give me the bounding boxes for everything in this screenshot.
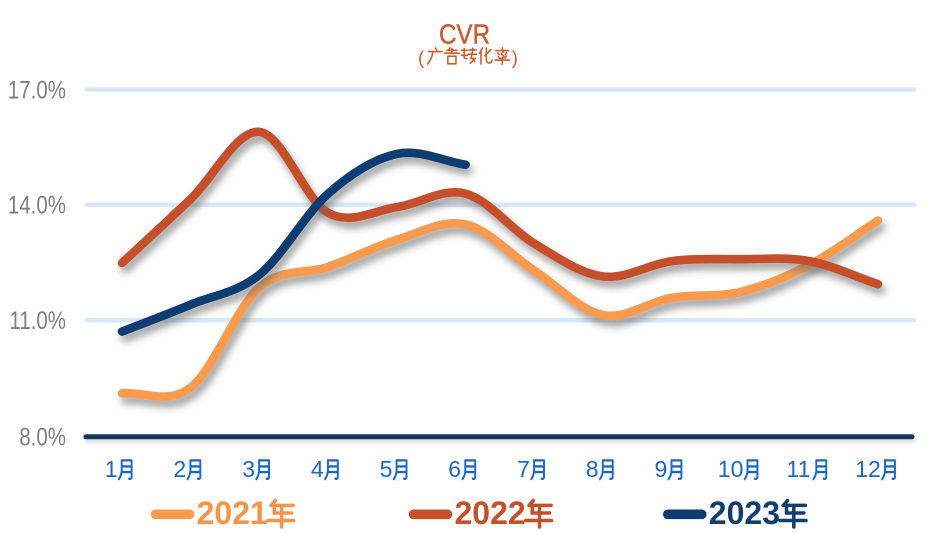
svg-text:8: 8: [586, 456, 599, 482]
svg-text:17.0%: 17.0%: [8, 75, 66, 103]
svg-text:12: 12: [855, 456, 881, 482]
svg-text:1: 1: [105, 456, 118, 482]
svg-text:7: 7: [517, 456, 530, 482]
svg-text:5: 5: [380, 456, 393, 482]
svg-text:2: 2: [173, 456, 186, 482]
svg-text:11.0%: 11.0%: [9, 306, 66, 334]
svg-text:2021: 2021: [197, 495, 268, 531]
svg-text:4: 4: [311, 456, 324, 482]
svg-text:9: 9: [655, 456, 668, 482]
svg-text:2023: 2023: [709, 495, 780, 531]
svg-text:3: 3: [242, 456, 255, 482]
svg-text:): ): [512, 47, 518, 68]
svg-text:2022: 2022: [455, 495, 526, 531]
svg-text:(: (: [418, 47, 425, 68]
svg-text:CVR: CVR: [439, 20, 490, 50]
svg-text:6: 6: [448, 456, 461, 482]
svg-text:14.0%: 14.0%: [8, 191, 66, 219]
svg-text:11: 11: [787, 456, 811, 482]
svg-text:10: 10: [718, 456, 744, 482]
svg-text:8.0%: 8.0%: [19, 423, 66, 451]
